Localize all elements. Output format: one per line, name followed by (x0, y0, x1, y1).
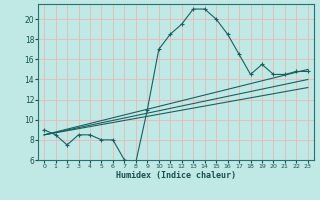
X-axis label: Humidex (Indice chaleur): Humidex (Indice chaleur) (116, 171, 236, 180)
